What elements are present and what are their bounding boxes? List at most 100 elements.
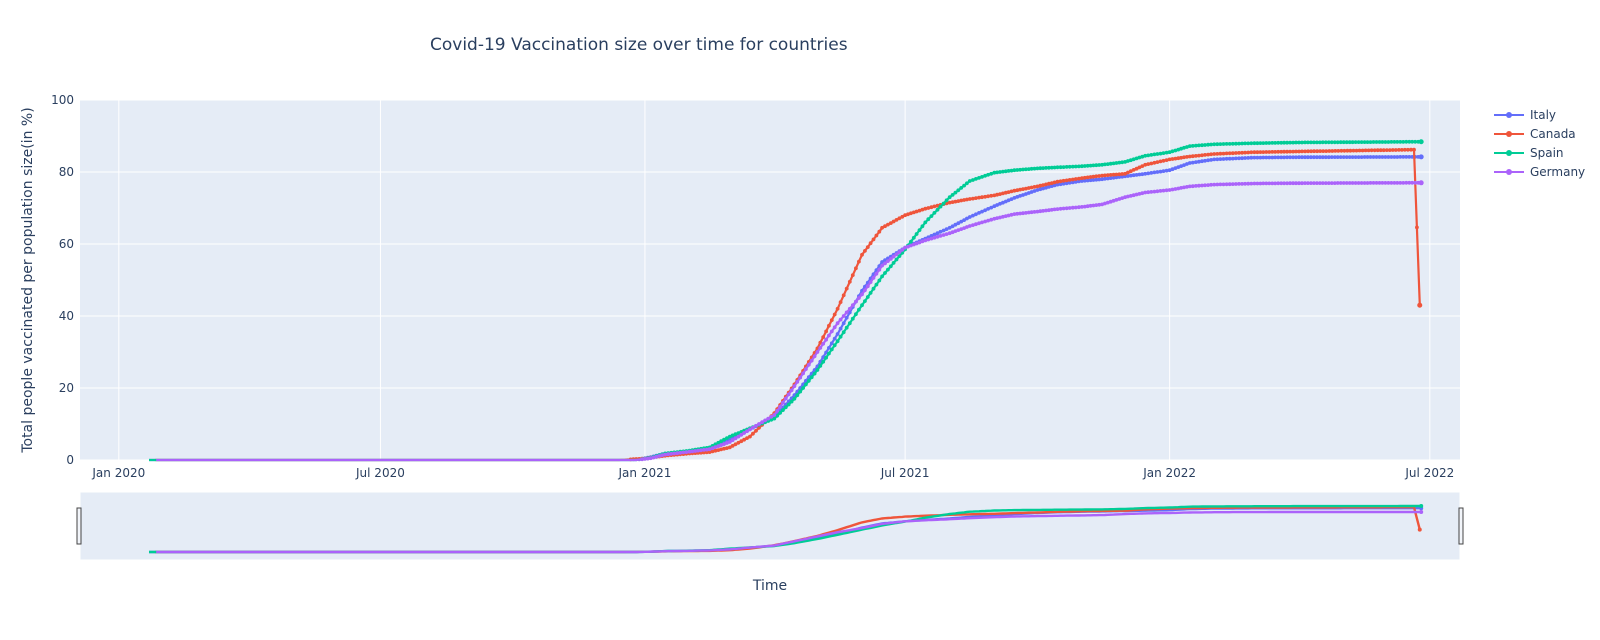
data-point [1383, 155, 1388, 159]
legend-item-italy[interactable]: Italy [1494, 108, 1556, 122]
data-point [1221, 182, 1226, 187]
data-point [1073, 180, 1078, 184]
legend-item-germany[interactable]: Germany [1494, 165, 1585, 179]
data-point [835, 332, 840, 336]
data-point [1227, 142, 1232, 146]
data-point [841, 321, 846, 326]
range-slider-background[interactable] [79, 491, 1461, 561]
data-point [897, 216, 902, 221]
y-axis-label: Total people vaccinated per population s… [20, 107, 36, 453]
data-point [1131, 173, 1136, 178]
data-point [1312, 155, 1316, 160]
data-point [1044, 185, 1048, 190]
data-point [1365, 155, 1370, 159]
data-point [704, 450, 709, 455]
data-point [1085, 163, 1090, 168]
data-point [1126, 174, 1130, 178]
data-point [1240, 150, 1244, 155]
data-point [1381, 148, 1386, 153]
data-point [1398, 181, 1403, 185]
data-point [1058, 182, 1063, 187]
data-point [841, 293, 846, 298]
data-point [1386, 181, 1391, 185]
y-tick-label: 40 [59, 309, 74, 323]
data-point [675, 451, 680, 456]
data-point [1255, 150, 1260, 155]
data-point [727, 445, 732, 450]
data-point [707, 450, 712, 454]
data-point [1137, 165, 1142, 170]
data-point [977, 211, 981, 215]
data-point [1234, 182, 1238, 186]
data-point [1018, 211, 1022, 216]
data-point [1131, 168, 1136, 172]
data-point [1243, 181, 1247, 186]
data-point [1114, 172, 1119, 177]
data-point [829, 329, 834, 334]
range-slider-right-handle[interactable] [1458, 507, 1464, 545]
data-point [1143, 162, 1148, 167]
data-point [1001, 169, 1005, 174]
data-point [1393, 148, 1398, 152]
data-point [1077, 205, 1081, 210]
data-point [932, 232, 937, 237]
data-point [672, 451, 677, 456]
data-point [947, 231, 952, 236]
data-point [1082, 175, 1087, 180]
data-point [640, 457, 644, 462]
data-point [806, 362, 811, 367]
data-point [977, 176, 981, 180]
range-slider-left-handle[interactable] [76, 507, 82, 545]
data-point [1164, 158, 1169, 163]
data-point [1194, 160, 1198, 165]
legend-item-canada[interactable]: Canada [1494, 127, 1576, 141]
data-point [1001, 191, 1005, 196]
data-point [868, 291, 873, 295]
data-point [1185, 145, 1189, 149]
data-point [874, 271, 879, 276]
y-tick-label: 60 [59, 237, 74, 251]
data-point [1270, 150, 1275, 154]
data-point [894, 218, 899, 222]
data-point [739, 432, 744, 437]
data-point [923, 238, 928, 243]
data-point [1137, 155, 1142, 160]
data-point [832, 336, 837, 341]
data-point [1338, 181, 1343, 185]
data-point [900, 214, 905, 219]
data-point [914, 241, 919, 246]
data-point [1131, 157, 1136, 162]
data-point [1111, 161, 1116, 166]
data-point [696, 448, 700, 453]
data-point [886, 222, 890, 227]
data-point [1297, 140, 1301, 145]
data-point [1243, 150, 1247, 155]
data-point [1158, 159, 1163, 164]
chart-title: Covid-19 Vaccination size over time for … [430, 35, 848, 55]
data-point [1143, 171, 1148, 176]
data-point [795, 393, 800, 398]
data-point [1237, 182, 1241, 186]
data-point [812, 371, 817, 376]
data-point [1246, 141, 1251, 146]
data-point [935, 231, 940, 236]
legend-item-spain[interactable]: Spain [1494, 146, 1564, 160]
data-point [1070, 205, 1075, 210]
data-point [827, 346, 831, 350]
data-point [998, 215, 1002, 220]
data-point [929, 234, 934, 238]
data-point [995, 216, 999, 221]
data-point [1029, 190, 1034, 194]
data-point [1306, 155, 1310, 160]
data-point [903, 245, 907, 250]
data-point [1347, 155, 1352, 160]
data-point [1309, 149, 1313, 154]
data-point [1190, 160, 1195, 165]
data-point [868, 280, 873, 284]
data-point [1410, 139, 1415, 144]
data-point [1194, 154, 1198, 158]
plot-area[interactable] [80, 100, 1460, 460]
data-point [906, 212, 910, 217]
data-point [812, 354, 817, 359]
data-point [1047, 185, 1051, 189]
